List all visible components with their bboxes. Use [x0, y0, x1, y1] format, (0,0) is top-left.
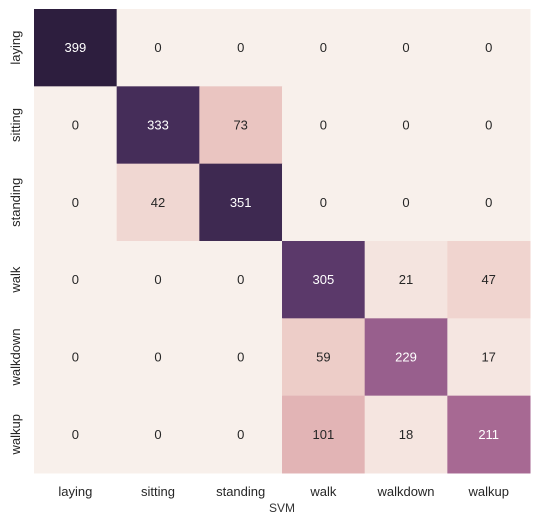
heatmap-cell: [199, 395, 283, 474]
cell-value-label: 0: [154, 427, 161, 442]
cell-value-label: 42: [151, 195, 165, 210]
y-tick-label: walkdown: [8, 328, 23, 386]
cell-value-label: 399: [64, 40, 86, 55]
y-tick-label: walk: [8, 266, 23, 294]
cell-value-label: 211: [478, 427, 499, 442]
heatmap-cell: [364, 86, 448, 165]
cell-value-label: 0: [72, 349, 79, 364]
y-tick-label: sitting: [8, 108, 23, 142]
cell-value-label: 0: [72, 195, 79, 210]
x-tick-label: sitting: [141, 484, 175, 499]
cell-value-label: 305: [312, 272, 334, 287]
cell-value-label: 0: [402, 195, 409, 210]
cell-value-label: 0: [237, 272, 244, 287]
heatmap-cell: [447, 240, 531, 319]
cell-value-label: 0: [72, 427, 79, 442]
cell-value-label: 73: [233, 118, 247, 133]
heatmap-cell: [116, 163, 200, 242]
cell-value-label: 0: [237, 427, 244, 442]
heatmap-cell: [447, 86, 531, 165]
cell-value-label: 0: [320, 40, 327, 55]
y-tick-label: walkup: [8, 414, 23, 455]
heatmap-cell: [199, 163, 283, 242]
y-tick-labels: laying sitting standing walk walkdown walkup: [8, 31, 23, 456]
cell-value-label: 0: [154, 272, 161, 287]
heatmap-cell: [282, 318, 366, 397]
heatmap-cell: [116, 318, 200, 397]
y-tick-label: standing: [8, 178, 23, 227]
cell-value-label: 0: [154, 40, 161, 55]
heatmap-cell: [116, 395, 200, 474]
heatmap-cell: [447, 163, 531, 242]
cell-value-label: 0: [485, 40, 492, 55]
cell-value-label: 0: [72, 272, 79, 287]
cell-value-label: 0: [72, 118, 79, 133]
heatmap-cell: [34, 240, 118, 319]
x-axis-label: SVM: [269, 501, 295, 515]
cell-value-label: 333: [147, 118, 169, 133]
heatmap-cells: 399 0 0 0 0 0 0 333 73 0 0 0 0 42 351 0 0 0 0 0 0 305 21 47 0 0 0 5…: [34, 9, 531, 474]
cell-value-label: 0: [320, 195, 327, 210]
y-tick-label: laying: [8, 31, 23, 65]
cell-value-label: 0: [402, 40, 409, 55]
cell-value-label: 0: [237, 349, 244, 364]
heatmap-cell: [282, 9, 366, 87]
cell-value-label: 0: [485, 195, 492, 210]
x-tick-label: walkup: [467, 484, 508, 499]
heatmap-cell: [116, 86, 200, 165]
x-tick-label: walkdown: [376, 484, 434, 499]
heatmap-cell: [199, 318, 283, 397]
heatmap-cell: [199, 240, 283, 319]
heatmap-cell: [34, 318, 118, 397]
cell-value-label: 18: [399, 427, 413, 442]
heatmap-cell: [34, 9, 118, 87]
heatmap-cell: [199, 9, 283, 87]
cell-value-label: 21: [399, 272, 413, 287]
heatmap-cell: [364, 163, 448, 242]
heatmap-cell: [282, 86, 366, 165]
cell-value-label: 17: [481, 349, 495, 364]
cell-value-label: 0: [237, 40, 244, 55]
heatmap-cell: [116, 240, 200, 319]
heatmap-cell: [364, 318, 448, 397]
x-tick-labels: laying sitting standing walk walkdown walkup: [58, 484, 509, 499]
x-tick-label: walk: [309, 484, 337, 499]
heatmap-cell: [447, 9, 531, 87]
heatmap-cell: [364, 9, 448, 87]
heatmap-cell: [199, 86, 283, 165]
cell-value-label: 0: [485, 118, 492, 133]
cell-value-label: 351: [230, 195, 252, 210]
heatmap-cell: [282, 163, 366, 242]
heatmap-cell: [447, 395, 531, 474]
heatmap-cell: [116, 9, 200, 87]
cell-value-label: 0: [402, 118, 409, 133]
heatmap-cell: [34, 395, 118, 474]
cell-value-label: 59: [316, 349, 330, 364]
cell-value-label: 101: [312, 427, 334, 442]
heatmap-cell: [282, 395, 366, 474]
heatmap-cell: [364, 240, 448, 319]
cell-value-label: 229: [395, 349, 417, 364]
cell-value-label: 0: [320, 118, 327, 133]
cell-value-label: 47: [481, 272, 495, 287]
x-tick-label: laying: [58, 484, 92, 499]
heatmap-cell: [447, 318, 531, 397]
x-tick-label: standing: [216, 484, 265, 499]
cell-value-label: 0: [154, 349, 161, 364]
heatmap-cell: [282, 240, 366, 319]
heatmap-cell: [34, 163, 118, 242]
heatmap-cell: [364, 395, 448, 474]
heatmap-cell: [34, 86, 118, 165]
